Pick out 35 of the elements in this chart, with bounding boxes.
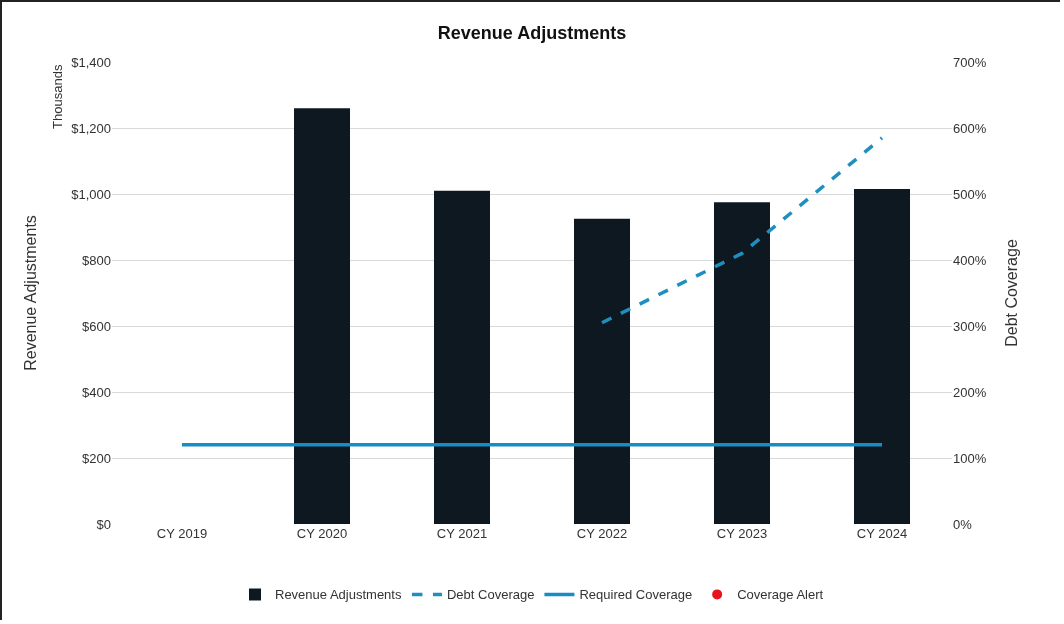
y-tick-label: $1,200 bbox=[71, 120, 111, 136]
chart-title: Revenue Adjustments bbox=[437, 23, 627, 44]
bar bbox=[854, 189, 910, 524]
bar bbox=[714, 202, 770, 524]
y2-tick-label: 600% bbox=[953, 120, 987, 136]
y2-axis-title: Debt Coverage bbox=[1003, 239, 1021, 347]
y-tick-label: $200 bbox=[82, 450, 111, 466]
y2-tick-label: 0% bbox=[953, 516, 973, 532]
y2-tick-label: 300% bbox=[953, 318, 987, 334]
bar bbox=[294, 108, 350, 524]
y-tick-label: $800 bbox=[82, 252, 111, 268]
bar bbox=[434, 190, 490, 524]
y2-tick-label: 100% bbox=[953, 450, 987, 466]
x-tick-label: CY 2021 bbox=[436, 526, 488, 541]
text: Thousands bbox=[49, 64, 65, 129]
x-tick-label: CY 2019 bbox=[156, 526, 208, 541]
y-tick-label: $1,400 bbox=[71, 54, 111, 70]
legend-label: Debt Coverage bbox=[446, 587, 535, 603]
y2-tick-label: 200% bbox=[953, 384, 987, 400]
y2-tick-label: 500% bbox=[953, 186, 987, 202]
y-tick-label: $600 bbox=[82, 318, 111, 334]
y-tick-label: $1,000 bbox=[71, 186, 111, 202]
y2-tick-label: 400% bbox=[953, 252, 987, 268]
x-tick-label: CY 2023 bbox=[716, 526, 768, 541]
legend-label: Required Coverage bbox=[579, 587, 693, 603]
y-tick-label: $0 bbox=[96, 516, 111, 532]
x-tick-label: CY 2020 bbox=[296, 526, 348, 541]
bar bbox=[574, 218, 630, 524]
legend-label: Revenue Adjustments bbox=[275, 587, 402, 603]
x-tick-label: CY 2024 bbox=[856, 526, 908, 541]
y-tick-label: $400 bbox=[82, 384, 111, 400]
y2-tick-label: 700% bbox=[953, 54, 987, 70]
y-axis-title: Revenue Adjustments bbox=[22, 215, 40, 371]
x-tick-label: CY 2022 bbox=[576, 526, 628, 541]
legend-label: Coverage Alert bbox=[737, 587, 824, 603]
